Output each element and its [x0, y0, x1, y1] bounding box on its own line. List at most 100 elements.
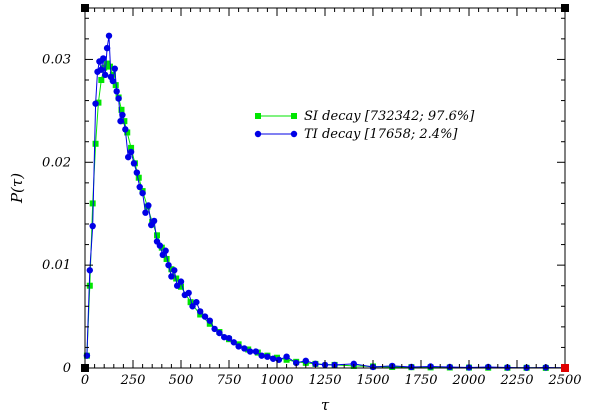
x-tick-label: 250 — [120, 373, 146, 388]
y-tick-label: 0.02 — [42, 155, 71, 170]
series-2-point — [264, 353, 271, 360]
series-2-point — [136, 183, 143, 191]
series-2-point — [293, 359, 300, 367]
series-1-point — [98, 77, 105, 83]
series-2-point — [100, 55, 107, 62]
series-2-point — [171, 267, 178, 274]
series-1-point — [154, 232, 160, 239]
corner-markers — [81, 4, 569, 372]
series-2-point — [145, 202, 152, 209]
series-2-point — [312, 360, 319, 368]
series-2-point — [125, 153, 132, 161]
series-2-line — [86, 35, 566, 369]
series-2-point — [105, 32, 113, 39]
series-2-point — [122, 126, 129, 133]
legend-label: SI decay [732342; 97.6%] — [304, 109, 475, 124]
legend-marker — [255, 113, 261, 119]
series-2-point — [117, 117, 124, 125]
corner-marker — [81, 364, 89, 372]
series-2-point — [130, 160, 138, 167]
series-2 — [83, 32, 569, 371]
x-axis-label: τ — [321, 396, 330, 414]
series-2-point — [109, 77, 117, 85]
series-2-point — [235, 343, 242, 350]
legend-marker — [254, 130, 262, 138]
x-tick-label: 500 — [169, 373, 194, 388]
legend-entry-2: TI decay [17658; 2.4%] — [254, 127, 458, 142]
series-1-point — [121, 118, 128, 125]
y-tick-label: 0.03 — [42, 52, 71, 67]
series-2-point — [216, 329, 223, 337]
x-tick-label: 2000 — [451, 373, 485, 388]
legend-marker — [290, 130, 298, 138]
series-1-point — [128, 144, 135, 151]
series-2-point — [103, 44, 111, 52]
x-tick-label: 1000 — [260, 373, 293, 388]
series-2-point — [142, 209, 149, 216]
series-group — [83, 32, 569, 371]
series-2-point — [258, 352, 265, 359]
series-2-point — [246, 348, 254, 355]
series-2-point — [206, 317, 213, 324]
series-2-point — [230, 339, 237, 346]
series-1-point — [92, 140, 99, 147]
series-2-point — [162, 247, 169, 254]
series-2-point — [252, 348, 260, 355]
series-2-point — [127, 148, 135, 156]
series-2-point — [139, 189, 146, 197]
series-2-point — [283, 353, 290, 360]
series-2-point — [89, 222, 96, 230]
series-1-point — [163, 255, 170, 262]
series-2-point — [177, 278, 185, 285]
series-2-point — [221, 333, 228, 341]
series-2-point — [111, 65, 118, 72]
x-tick-label: 0 — [81, 373, 89, 388]
x-tick-label: 2250 — [499, 373, 533, 388]
series-2-point — [350, 360, 357, 368]
series-1-point — [135, 174, 142, 181]
series-2-point — [165, 261, 172, 269]
series-2-point — [150, 217, 158, 225]
legend: SI decay [732342; 97.6%] TI decay [17658;… — [254, 109, 475, 142]
corner-marker — [81, 4, 89, 12]
corner-marker — [561, 364, 569, 372]
series-2-point — [113, 88, 120, 95]
series-2-point — [211, 325, 218, 333]
series-2-point — [302, 357, 309, 364]
y-tick-label: 0.01 — [42, 258, 71, 273]
series-1-point — [118, 106, 125, 113]
corner-marker — [561, 4, 569, 12]
plot-frame — [84, 7, 566, 369]
x-tick-label: 1250 — [308, 373, 341, 388]
series-2-point — [197, 308, 204, 315]
series-2-point — [201, 313, 209, 320]
series-2-point — [115, 95, 122, 102]
series-2-point — [269, 355, 277, 362]
series-2-point — [133, 169, 141, 176]
series-2-point — [241, 345, 248, 352]
series-2-point — [86, 267, 94, 274]
series-2-point — [193, 298, 200, 306]
series-2-point — [185, 289, 192, 297]
series-1-point — [187, 299, 194, 306]
series-1-point — [89, 200, 96, 207]
y-tick-label: 0 — [63, 361, 71, 376]
legend-label: TI decay [17658; 2.4%] — [304, 127, 458, 142]
series-2-point — [119, 111, 126, 119]
x-tick-label: 1750 — [404, 373, 437, 388]
series-2-point — [225, 334, 233, 342]
series-1-point — [104, 60, 111, 67]
series-2-point — [98, 66, 105, 73]
series-1-point — [178, 283, 184, 290]
series-2-point — [101, 71, 109, 79]
series-1-point — [86, 282, 93, 289]
series-2-point — [92, 100, 99, 107]
legend-marker — [291, 113, 297, 119]
ticks-group: 0 250 500 750 1000 1250 1500 1750 2000 2250 2500 0 0… — [42, 8, 582, 388]
y-axis-label: P(τ) — [8, 173, 26, 204]
x-tick-label: 2500 — [547, 373, 581, 388]
series-2-point — [156, 242, 164, 249]
legend-entry-1: SI decay [732342; 97.6%] — [255, 109, 475, 124]
series-2-point — [189, 303, 196, 310]
